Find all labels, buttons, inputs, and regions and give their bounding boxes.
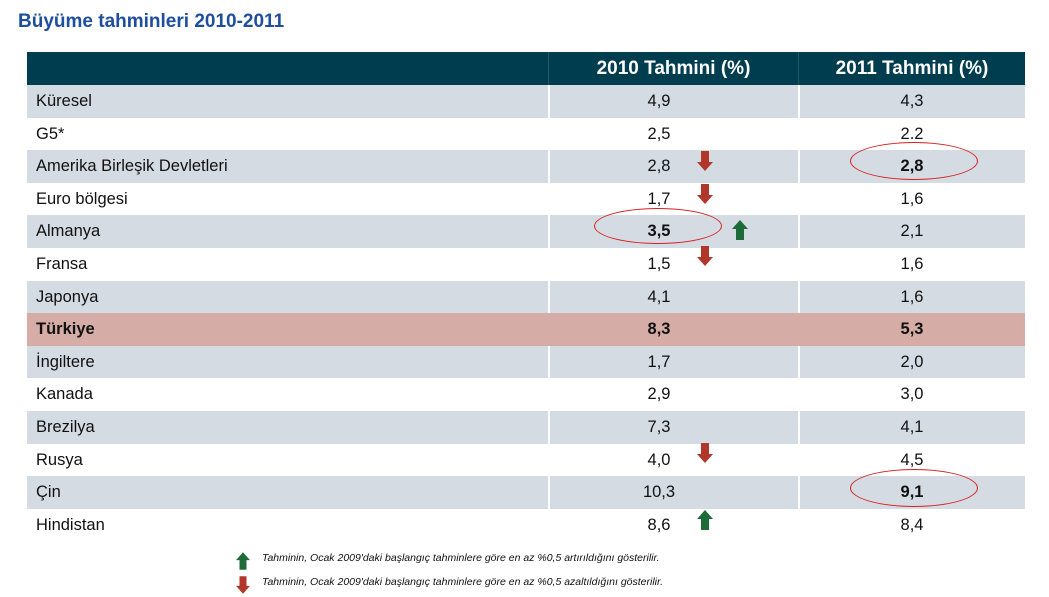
header-2010: 2010 Tahmini (%) [596, 58, 751, 79]
table-row: Kanada 2,9 3,0 [27, 378, 1025, 411]
value-2010: 4,0 [647, 450, 671, 469]
value-2011: 5,3 [900, 320, 924, 339]
value-2011: 4,5 [900, 450, 924, 469]
value-2010: 2,9 [647, 385, 671, 404]
value-2010: 4,1 [647, 287, 671, 306]
value-2011: 3,0 [900, 385, 924, 404]
value-2010: 2,5 [647, 124, 671, 143]
value-2011: 1,6 [900, 254, 924, 273]
arrow-down-icon [697, 184, 713, 204]
highlight-circle [850, 142, 978, 180]
value-2011: 2,1 [900, 222, 924, 241]
country-label: Almanya [36, 222, 101, 241]
country-label: Euro bölgesi [36, 189, 128, 208]
arrow-down-icon [697, 443, 713, 463]
arrow-down-icon [236, 576, 250, 594]
value-2010: 1,5 [647, 254, 671, 273]
country-label: Fransa [36, 254, 88, 273]
value-2011: 4,3 [900, 92, 924, 110]
arrow-down-icon [697, 246, 713, 266]
country-label: Türkiye [36, 320, 95, 339]
country-label: Çin [36, 483, 61, 502]
table-row: Japonya 4,1 1,6 [27, 280, 1025, 314]
table-row: Fransa 1,5 1,6 [27, 248, 1025, 281]
country-label: Hindistan [36, 515, 105, 534]
legend-up-text: Tahminin, Ocak 2009'daki başlangıç tahmi… [262, 552, 660, 564]
arrow-down-icon [697, 151, 713, 171]
table-row: İngiltere 1,7 2,0 [27, 345, 1025, 379]
header-separator [798, 52, 799, 85]
country-label: Amerika Birleşik Devletleri [36, 157, 228, 176]
arrow-up-icon [697, 510, 713, 530]
country-label: Japonya [36, 287, 99, 306]
header-2011: 2011 Tahmini (%) [835, 58, 989, 79]
value-2010: 4,9 [647, 92, 671, 110]
value-2011: 1,6 [900, 189, 924, 208]
table-row: G5* 2,5 2.2 [27, 118, 1025, 151]
country-label: Brezilya [36, 417, 95, 436]
country-label: Küresel [36, 92, 92, 110]
table-header: 2010 Tahmini (%) 2011 Tahmini (%) [27, 52, 1025, 85]
value-2010: 2,8 [647, 157, 671, 176]
value-2011: 2,0 [900, 352, 924, 371]
value-2011: 8,4 [900, 515, 924, 534]
table-row: Euro bölgesi 1,7 1,6 [27, 183, 1025, 216]
arrow-up-icon [732, 220, 748, 240]
table-row: Almanya 3,5 2,1 [27, 215, 1025, 248]
value-2011: 2.2 [900, 124, 924, 143]
table-row: Brezilya 7,3 4,1 [27, 410, 1025, 444]
table-row: Rusya 4,0 4,5 [27, 444, 1025, 477]
country-label: G5* [36, 124, 65, 143]
page-title: Büyüme tahminleri 2010-2011 [18, 11, 285, 32]
country-label: Rusya [36, 450, 83, 469]
highlight-circle [594, 208, 722, 244]
value-2010: 1,7 [647, 189, 671, 208]
forecast-table: 2010 Tahmini (%) 2011 Tahmini (%) Kürese… [27, 52, 1025, 541]
value-2010: 8,3 [647, 320, 671, 339]
value-2010: 7,3 [647, 417, 671, 436]
value-2011: 4,1 [900, 417, 924, 436]
country-label: İngiltere [36, 352, 95, 371]
arrow-up-icon [236, 552, 250, 570]
highlight-circle [850, 469, 978, 507]
table-row: Küresel 4,9 4,3 [27, 85, 1025, 118]
legend-down-text: Tahminin, Ocak 2009'daki başlangıç tahmi… [262, 576, 664, 588]
table-row: Hindistan 8,6 8,4 [27, 509, 1025, 542]
value-2010: 8,6 [647, 515, 671, 534]
header-separator [548, 52, 549, 85]
value-2010: 10,3 [642, 483, 676, 502]
value-2011: 1,6 [900, 287, 924, 306]
country-label: Kanada [36, 385, 93, 404]
value-2010: 1,7 [647, 352, 671, 371]
table-row-highlight: Türkiye 8,3 5,3 [27, 313, 1025, 346]
